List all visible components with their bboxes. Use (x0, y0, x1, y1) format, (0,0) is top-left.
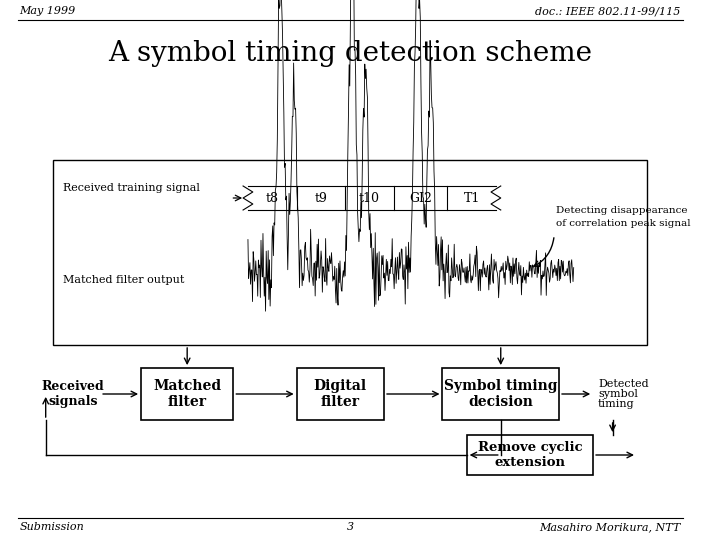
Bar (467, 435, 593, 475)
Text: signals: signals (48, 395, 98, 408)
Text: Submission: Submission (19, 522, 84, 532)
Text: 3: 3 (346, 522, 354, 532)
Bar (53, 160, 647, 345)
Text: Matched filter output: Matched filter output (63, 275, 184, 285)
Text: T1: T1 (464, 192, 480, 205)
Text: extension: extension (495, 456, 565, 469)
Text: May 1999: May 1999 (19, 6, 76, 16)
Text: A symbol timing detection scheme: A symbol timing detection scheme (108, 40, 592, 67)
Text: t8: t8 (266, 192, 279, 205)
Text: Digital: Digital (314, 379, 367, 393)
Text: Masahiro Morikura, NTT: Masahiro Morikura, NTT (539, 522, 680, 532)
Text: decision: decision (468, 395, 534, 409)
Bar (442, 368, 559, 420)
Text: filter: filter (168, 395, 207, 409)
Text: Received: Received (42, 380, 104, 393)
Text: filter: filter (321, 395, 360, 409)
Text: Remove cyclic: Remove cyclic (477, 441, 582, 454)
Text: t10: t10 (359, 192, 380, 205)
Text: Detected: Detected (598, 379, 649, 389)
Bar (141, 368, 233, 420)
Text: GI2: GI2 (409, 192, 432, 205)
Bar (297, 368, 384, 420)
Text: Received training signal: Received training signal (63, 183, 200, 193)
Text: timing: timing (598, 399, 634, 409)
Text: t9: t9 (315, 192, 328, 205)
Text: doc.: IEEE 802.11-99/115: doc.: IEEE 802.11-99/115 (535, 6, 680, 16)
Text: Matched: Matched (153, 379, 221, 393)
Text: of correlation peak signal: of correlation peak signal (556, 219, 690, 228)
Text: Symbol timing: Symbol timing (444, 379, 557, 393)
Text: Detecting disappearance: Detecting disappearance (556, 206, 688, 215)
Text: symbol: symbol (598, 389, 638, 399)
